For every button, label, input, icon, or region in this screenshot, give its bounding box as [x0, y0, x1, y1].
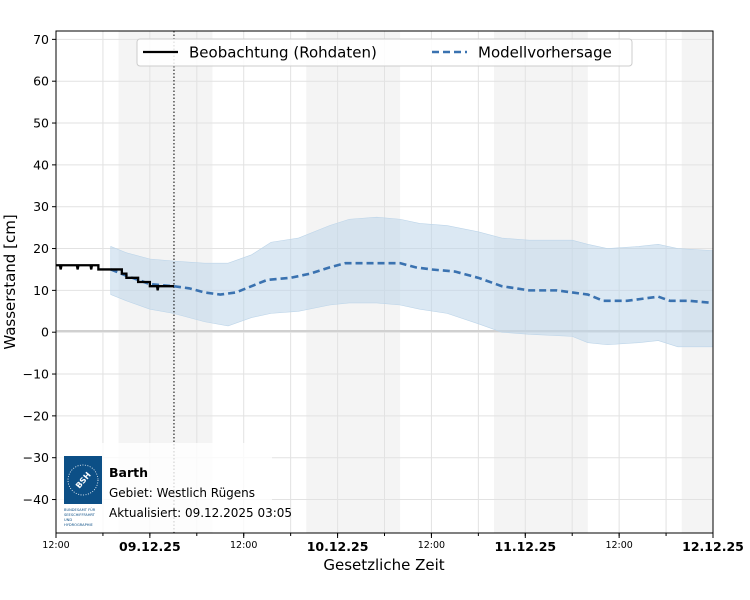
- y-tick-label: 70: [33, 32, 49, 47]
- legend-observation-label: Beobachtung (Rohdaten): [189, 44, 377, 62]
- station-name: Barth: [109, 465, 148, 480]
- legend: Beobachtung (Rohdaten) Modellvorhersage: [136, 38, 633, 67]
- x-tick-label: 12:00: [42, 540, 69, 551]
- updated-label: Aktualisiert: 09.12.2025 03:05: [109, 506, 292, 520]
- x-tick-label: 10.12.25: [307, 539, 369, 554]
- svg-text:SEESCHIFFFAHRT: SEESCHIFFFAHRT: [64, 513, 96, 517]
- x-tick-label: 11.12.25: [494, 539, 556, 554]
- y-tick-label: 10: [33, 283, 49, 298]
- y-tick-label: 50: [33, 116, 49, 131]
- info-box: BSH BUNDESAMT FÜR SEESCHIFFFAHRT UND HYD…: [57, 443, 292, 532]
- y-tick-label: 30: [33, 199, 49, 214]
- x-tick-label: 12:00: [230, 540, 257, 551]
- y-tick-label: −10: [23, 367, 49, 382]
- x-tick-label: 09.12.25: [119, 539, 181, 554]
- x-tick-label: 12:00: [605, 540, 632, 551]
- svg-text:UND: UND: [64, 518, 72, 522]
- y-tick-label: −20: [23, 408, 49, 423]
- y-tick-label: 60: [33, 74, 49, 89]
- x-axis-label: Gesetzliche Zeit: [323, 556, 444, 574]
- svg-text:BUNDESAMT FÜR: BUNDESAMT FÜR: [64, 507, 96, 512]
- area-label: Gebiet: Westlich Rügens: [109, 486, 255, 500]
- y-tick-label: 0: [41, 325, 49, 340]
- y-axis-label: Wasserstand [cm]: [1, 214, 19, 349]
- x-tick-label: 12.12.25: [682, 539, 744, 554]
- y-tick-label: −40: [23, 492, 49, 507]
- x-tick-label: 12:00: [418, 540, 445, 551]
- legend-forecast-label: Modellvorhersage: [478, 44, 612, 62]
- observation-line: [56, 264, 174, 291]
- y-tick-label: 20: [33, 241, 49, 256]
- svg-text:HYDROGRAPHIE: HYDROGRAPHIE: [64, 523, 94, 527]
- bsh-logo: BSH BUNDESAMT FÜR SEESCHIFFFAHRT UND HYD…: [64, 456, 102, 527]
- forecast-line: [110, 261, 714, 305]
- y-tick-label: 40: [33, 157, 49, 172]
- y-tick-label: −30: [23, 450, 49, 465]
